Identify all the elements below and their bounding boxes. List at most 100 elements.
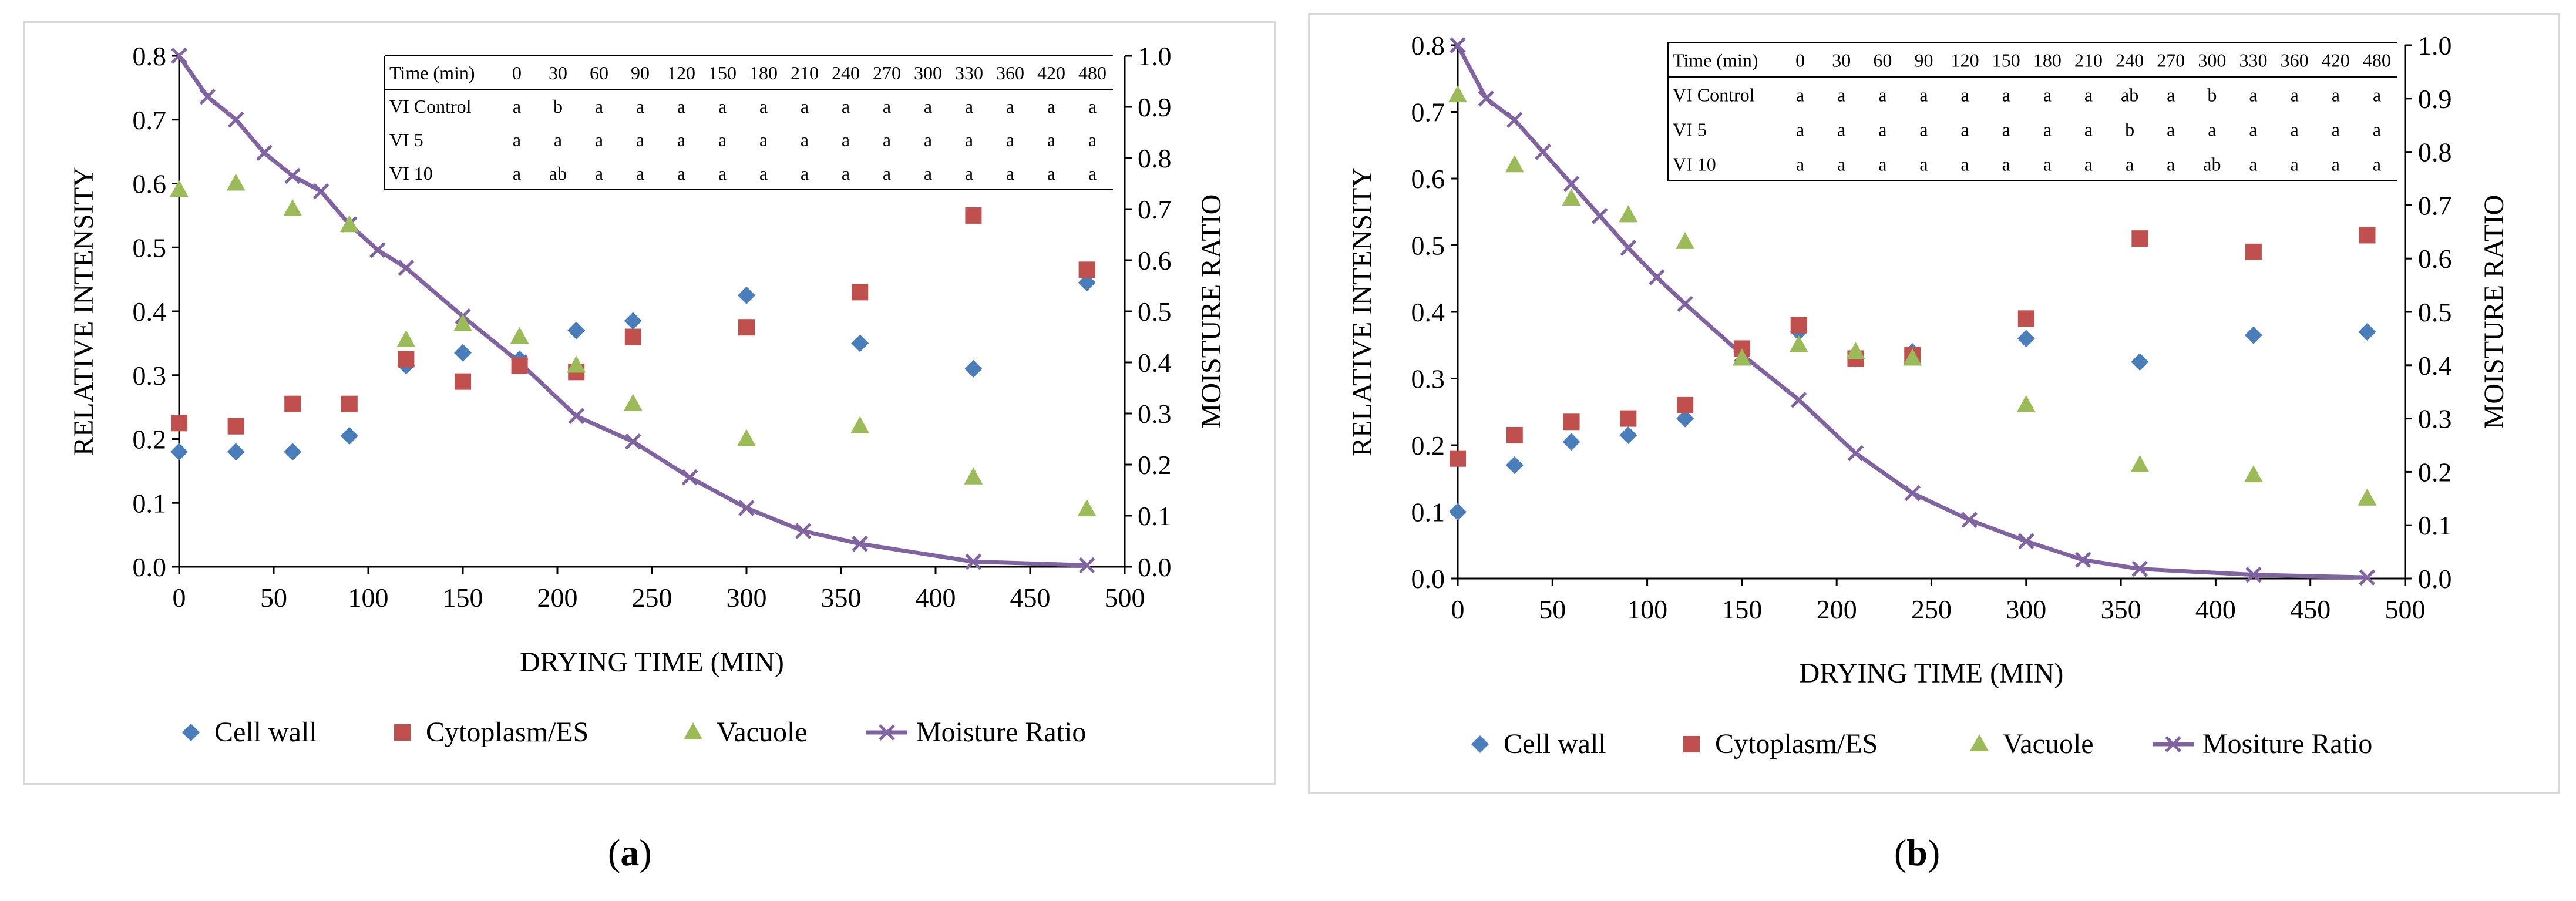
x-tick-label-a: 50 — [260, 583, 287, 613]
legend-label-b: Mositure Ratio — [2202, 728, 2372, 759]
cell-wall-point-a — [624, 312, 642, 330]
sig-table-time-a: 330 — [955, 62, 983, 83]
sig-table-time-a: 480 — [1078, 62, 1107, 83]
y2-axis-title-b: MOISTURE RATIO — [2479, 195, 2510, 429]
x-tick-label-b: 50 — [1539, 594, 1566, 624]
caption-b-letter: b — [1906, 832, 1928, 873]
sig-table-cell-b: a — [2291, 153, 2299, 174]
moisture-ratio-point-b — [1620, 240, 1637, 256]
sig-table-time-b: 0 — [1795, 49, 1805, 70]
y2-tick-label-a: 0.6 — [1138, 246, 1172, 275]
sig-table-cell-a: a — [759, 129, 768, 150]
cytoplasm-es-point-a — [171, 415, 187, 432]
x-tick-label-a: 400 — [916, 583, 956, 613]
sig-table-cell-b: a — [2332, 153, 2340, 174]
sig-table-time-b: 360 — [2281, 49, 2309, 70]
sig-table-cell-b: b — [2125, 119, 2134, 140]
moisture-ratio-point-a — [568, 408, 584, 425]
sig-table-cell-a: a — [718, 163, 727, 184]
cytoplasm-es-point-b — [2131, 230, 2148, 247]
cell-wall-point-b — [1449, 503, 1467, 521]
vacuole-point-b — [2358, 488, 2377, 506]
caption-a-letter: a — [620, 832, 640, 873]
legend-marker-b — [1683, 736, 1700, 752]
sig-table-cell-b: a — [2043, 153, 2052, 174]
sig-table-time-b: 270 — [2157, 49, 2185, 70]
vacuole-point-b — [1562, 189, 1581, 206]
sig-table-cell-b: a — [1960, 153, 1969, 174]
x-tick-label-a: 500 — [1105, 583, 1145, 613]
vacuole-point-b — [1619, 205, 1638, 223]
sig-table-time-b: 30 — [1832, 49, 1851, 70]
sig-table-cell-a: a — [718, 129, 727, 150]
y-tick-label-a: 0.5 — [133, 233, 167, 263]
y-axis-title-a: RELATIVE INTENSITY — [68, 167, 99, 456]
sig-table-cell-b: a — [2332, 84, 2340, 105]
moisture-ratio-point-a — [227, 111, 244, 128]
y2-tick-label-a: 0.4 — [1138, 348, 1172, 378]
y2-tick-label-b: 0.1 — [2418, 510, 2452, 540]
y-tick-label-a: 0.3 — [133, 361, 167, 391]
y2-tick-label-a: 1.0 — [1138, 41, 1172, 71]
cytoplasm-es-point-b — [1563, 413, 1580, 431]
cytoplasm-es-point-b — [2359, 227, 2376, 244]
sig-table-cell-a: b — [553, 96, 563, 117]
y-tick-label-b: 0.1 — [1411, 497, 1445, 527]
moisture-ratio-point-b — [1648, 269, 1665, 285]
legend-marker-a — [394, 724, 411, 741]
sig-table-cell-b: a — [1796, 119, 1804, 140]
sig-table-time-a: 60 — [590, 62, 608, 83]
sig-table-row-label-b: VI 10 — [1673, 153, 1716, 174]
vacuole-point-b — [2016, 395, 2036, 412]
cytoplasm-es-point-a — [511, 357, 528, 374]
sig-table-cell-a: a — [801, 129, 809, 150]
vacuole-point-a — [567, 355, 586, 373]
sig-table-cell-b: a — [2291, 84, 2299, 105]
legend-label-a: Moisture Ratio — [916, 717, 1086, 748]
sig-table-header-label-a: Time (min) — [389, 62, 475, 83]
vacuole-point-a — [283, 199, 302, 216]
legend-marker-b — [1471, 735, 1489, 753]
sig-table-cell-a: a — [1006, 96, 1014, 117]
sig-table-cell-a: a — [1088, 163, 1097, 184]
sig-table-cell-a: a — [677, 129, 685, 150]
sig-table-cell-b: a — [2167, 84, 2175, 105]
vacuole-point-b — [1846, 342, 1865, 359]
sig-table-cell-a: a — [513, 163, 521, 184]
moisture-ratio-point-a — [681, 469, 698, 486]
y2-tick-label-b: 0.5 — [2418, 297, 2452, 327]
moisture-ratio-point-b — [2018, 533, 2034, 550]
caption-b: (b) — [1894, 832, 1941, 873]
sig-table-time-a: 420 — [1037, 62, 1065, 83]
x-tick-label-b: 450 — [2290, 594, 2330, 624]
moisture-ratio-point-b — [1450, 37, 1466, 53]
moisture-ratio-point-b — [1592, 207, 1608, 224]
y-tick-label-b: 0.7 — [1411, 98, 1445, 127]
sig-table-cell-a: a — [965, 163, 973, 184]
vacuole-point-a — [964, 467, 983, 485]
vacuole-point-a — [339, 215, 359, 233]
cytoplasm-es-point-a — [965, 207, 982, 224]
vacuole-point-b — [2244, 465, 2263, 483]
sig-table-time-b: 330 — [2239, 49, 2268, 70]
sig-table-cell-b: a — [1960, 119, 1969, 140]
vacuole-point-a — [850, 416, 870, 433]
sig-table-cell-a: a — [801, 163, 809, 184]
sig-table-bg-a — [385, 56, 1113, 190]
cell-wall-point-a — [738, 286, 755, 304]
sig-table-time-b: 60 — [1873, 49, 1892, 70]
cell-wall-point-a — [567, 321, 586, 339]
sig-table-cell-b: a — [2167, 119, 2175, 140]
sig-table-cell-a: a — [1006, 163, 1014, 184]
sig-table-time-a: 30 — [549, 62, 567, 83]
sig-table-time-b: 90 — [1914, 49, 1933, 70]
moisture-ratio-point-b — [1961, 512, 1978, 528]
sig-table-cell-b: a — [1796, 84, 1804, 105]
y2-axis-title-a: MOISTURE RATIO — [1196, 194, 1227, 429]
legend-label-a: Cytoplasm/ES — [426, 717, 588, 748]
y2-tick-label-b: 0.2 — [2418, 457, 2452, 487]
cytoplasm-es-point-b — [2245, 243, 2262, 260]
y2-tick-label-a: 0.3 — [1138, 399, 1172, 429]
sig-table-cell-a: a — [513, 96, 521, 117]
moisture-ratio-point-a — [738, 500, 755, 516]
